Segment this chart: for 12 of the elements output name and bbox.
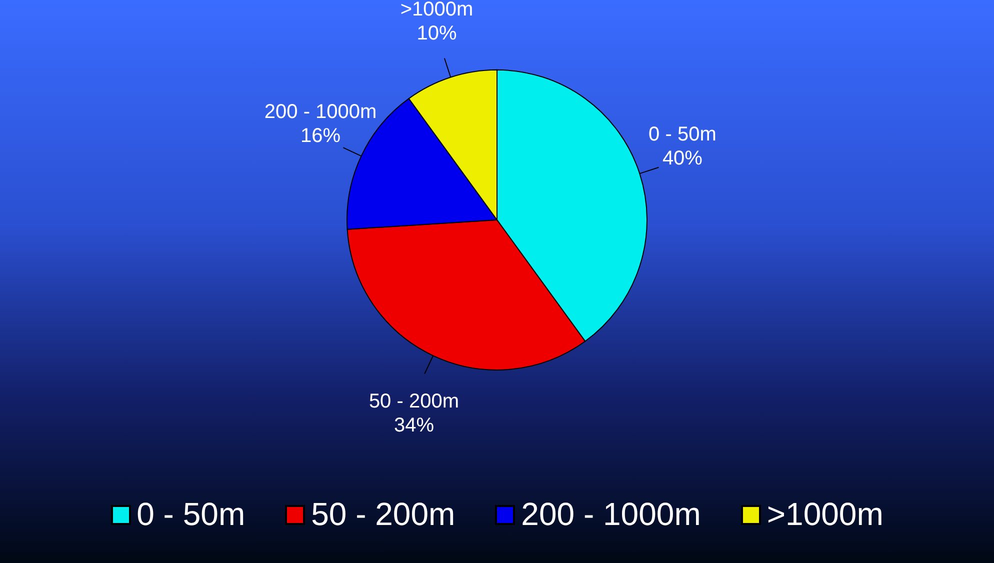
data-label: 34% — [394, 414, 434, 436]
slice-label: >1000m — [400, 0, 474, 20]
legend-label: 0 - 50m — [136, 496, 246, 533]
legend-label: 50 - 200m — [311, 496, 456, 533]
slice-label: 200 - 1000m — [264, 100, 377, 123]
legend-label: >1000m — [766, 496, 884, 533]
data-label: 40% — [662, 148, 703, 170]
data-label: 10% — [416, 22, 457, 44]
slice-label: 0 - 50m — [648, 124, 716, 146]
legend-label: 200 - 1000m — [521, 496, 701, 533]
data-label: 16% — [300, 124, 341, 147]
slice-label: 50 - 200m — [368, 390, 460, 412]
